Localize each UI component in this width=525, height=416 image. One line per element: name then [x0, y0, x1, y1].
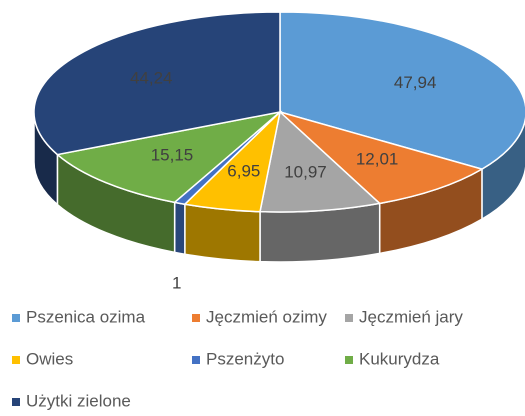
legend-marker: [12, 398, 20, 406]
legend-label: Jęczmień ozimy: [206, 307, 327, 326]
slice-side: [173, 201, 186, 256]
slice: [279, 111, 484, 205]
legend-label: Pszenica ozima: [26, 307, 146, 326]
legend-label: Pszenżyto: [206, 349, 284, 368]
legend-label: Owies: [26, 349, 73, 368]
legend-label: Kukurydza: [359, 349, 440, 368]
data-label: 44,24: [130, 68, 173, 87]
slice-side: [184, 203, 261, 263]
legend-marker: [12, 314, 20, 322]
data-label: 6,95: [227, 162, 260, 181]
legend-marker: [12, 356, 20, 364]
data-label: 47,94: [394, 73, 437, 92]
legend-marker: [345, 356, 353, 364]
legend-label: Użytki zielone: [26, 391, 131, 410]
legend-marker: [345, 314, 353, 322]
legend-marker: [192, 356, 200, 364]
slice: [259, 110, 382, 213]
data-label: 12,01: [356, 149, 399, 168]
legend-marker: [192, 314, 200, 322]
data-label: 1: [172, 274, 181, 293]
data-label: 15,15: [151, 145, 194, 164]
slice: [55, 110, 283, 204]
slice: [33, 11, 281, 156]
slice: [279, 11, 525, 170]
data-label: 10,97: [284, 163, 327, 182]
legend-label: Jęczmień jary: [359, 307, 463, 326]
